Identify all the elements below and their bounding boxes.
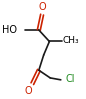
Text: O: O bbox=[25, 86, 33, 96]
Text: Cl: Cl bbox=[65, 74, 75, 84]
Text: O: O bbox=[39, 2, 46, 12]
Text: HO: HO bbox=[2, 24, 17, 34]
Text: CH₃: CH₃ bbox=[63, 36, 79, 45]
